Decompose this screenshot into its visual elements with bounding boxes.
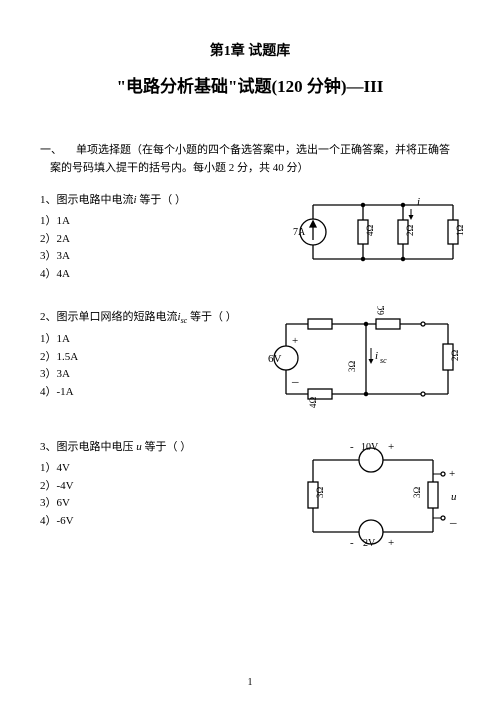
svg-text:-: - — [350, 537, 354, 549]
q2-stem-post: 等于（ ） — [187, 311, 237, 323]
svg-text:+: + — [449, 468, 455, 480]
chapter-title: 第1章 试题库 — [40, 40, 460, 60]
q2-stem-pre: 2、图示单口网络的短路电流 — [40, 311, 178, 323]
q1-r2-label: 2Ω — [405, 225, 415, 237]
q3-u-label: u — [451, 491, 457, 503]
question-3: 3、图示电路中电压 u 等于（ ） 1）4V 2）-4V 3）6V 4）-6V — [40, 438, 460, 538]
svg-text:_: _ — [449, 510, 457, 525]
q1-src-label: 7A — [293, 227, 306, 238]
q1-stem-post: 等于（ ） — [137, 194, 187, 206]
q2-circuit: + _ 6V 3Ω 6Ω 4Ω 2Ω i sc — [268, 306, 468, 417]
q2-r-top2: 6Ω — [376, 306, 386, 315]
svg-text:+: + — [292, 335, 298, 347]
q2-r-right: 2Ω — [450, 350, 460, 362]
q3-right-r: 3Ω — [412, 487, 422, 499]
question-1: 1、图示电路中电流i 等于（ ） 1）1A 2）2A 3）3A 4）4A — [40, 191, 460, 282]
q3-bot-v: 2V — [363, 538, 376, 549]
svg-text:+: + — [388, 537, 394, 549]
page-number: 1 — [248, 677, 253, 688]
svg-text:_: _ — [291, 369, 299, 384]
q1-stem-pre: 1、图示电路中电流 — [40, 194, 134, 206]
q2-r-top1: 3Ω — [347, 361, 357, 373]
q3-stem-pre: 3、图示电路中电压 — [40, 441, 136, 453]
section-text: 单项选择题（在每个小题的四个备选答案中，选出一个正确答案，并将正确答案的号码填入… — [50, 144, 450, 174]
q1-r3-label: 1Ω — [455, 225, 465, 237]
q3-stem-post: 等于（ ） — [142, 441, 192, 453]
q2-src-label: 6V — [268, 353, 282, 365]
q2-r-bot: 4Ω — [308, 397, 318, 409]
q1-i-label: i — [417, 196, 420, 208]
svg-text:-: - — [350, 441, 354, 453]
section-num: 一、 — [40, 144, 62, 156]
q2-i-sub: sc — [380, 356, 387, 365]
q3-circuit: - 10V + - 2V + 3Ω 3Ω + _ u — [293, 440, 468, 553]
main-title: "电路分析基础"试题(120 分钟)—III — [40, 72, 460, 97]
q3-top-v: 10V — [361, 442, 379, 453]
svg-text:+: + — [388, 441, 394, 453]
q2-i-label: i — [375, 350, 378, 362]
q3-left-r: 3Ω — [315, 487, 325, 499]
q1-circuit: 7A 4Ω 2Ω 1Ω i — [293, 193, 468, 274]
section-header: 一、单项选择题（在每个小题的四个备选答案中，选出一个正确答案，并将正确答案的号码… — [40, 142, 460, 177]
q1-r1-label: 4Ω — [365, 225, 375, 237]
question-2: 2、图示单口网络的短路电流isc 等于（ ） 1）1A 2）1.5A 3）3A … — [40, 308, 460, 418]
